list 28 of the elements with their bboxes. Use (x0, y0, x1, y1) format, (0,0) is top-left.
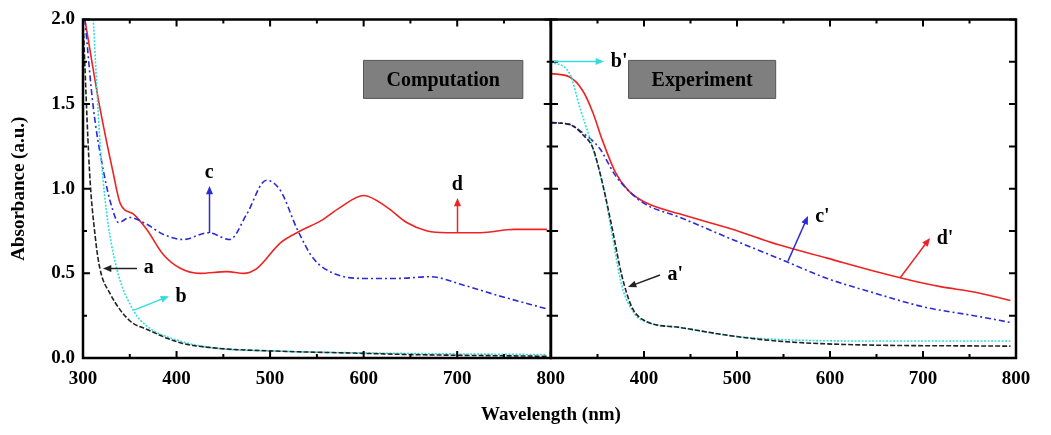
annotation: a' (667, 262, 683, 285)
text: Computation (386, 67, 500, 91)
x-tick-label: 500 (722, 367, 751, 389)
x-tick-label: 500 (255, 367, 285, 389)
annotation: d' (936, 225, 954, 248)
y-tick-label: 2.0 (51, 7, 75, 29)
y-tick-label: 1.5 (51, 91, 75, 113)
annotation: a (143, 255, 154, 278)
text: Experiment (651, 67, 753, 91)
x-tick-label: 800 (1001, 367, 1030, 389)
x-tick-label: 400 (629, 367, 658, 389)
y-tick-label: 0.5 (51, 261, 75, 283)
x-tick-label: 700 (442, 367, 472, 389)
x-tick-label: 600 (815, 367, 844, 389)
annotation: c (204, 159, 214, 182)
x-tick-label: 600 (349, 367, 378, 389)
y-axis-title: Absorbance (a.u.) (7, 116, 30, 261)
x-tick-label: 800 (536, 367, 565, 389)
x-tick-label: 700 (908, 367, 937, 389)
annotation: b (175, 283, 187, 306)
x-tick-label: 300 (68, 367, 98, 389)
x-tick-label: 400 (162, 367, 191, 389)
y-tick-label: 1.0 (51, 176, 75, 198)
annotation: b' (610, 48, 628, 71)
annotation: d (451, 171, 463, 194)
y-tick-label: 0.0 (51, 345, 75, 367)
annotation: c' (814, 203, 830, 226)
x-axis-title: Wavelength (nm) (480, 403, 622, 425)
